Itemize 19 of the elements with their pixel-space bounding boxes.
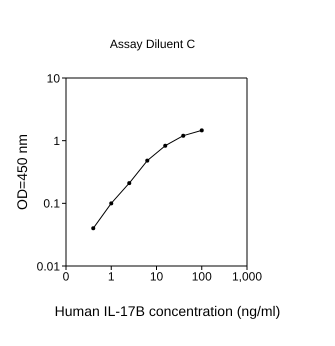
point (181, 134, 186, 138)
chart-title: Assay Diluent C (108, 37, 196, 51)
y-axis-title: OD=450 nm (14, 134, 30, 210)
x-tick-label: 1 (108, 270, 115, 284)
y-tick-label: 0.1 (43, 196, 60, 211)
point (127, 181, 132, 186)
y-tick-label: 0.01 (36, 259, 60, 274)
y-tick-label: 10 (46, 71, 60, 86)
x-axis-title: Human IL-17B concentration (ng/ml) (54, 303, 282, 319)
point (200, 128, 204, 132)
point (91, 226, 96, 230)
point (163, 144, 168, 148)
x-tick-label: 100 (192, 270, 212, 284)
y-tick-label: 1 (53, 134, 60, 148)
x-tick-label: 1,000 (232, 270, 262, 284)
x-tick-label: 10 (150, 270, 164, 284)
x-tick-label: 0 (62, 270, 70, 284)
point (109, 201, 114, 206)
point (145, 158, 150, 163)
